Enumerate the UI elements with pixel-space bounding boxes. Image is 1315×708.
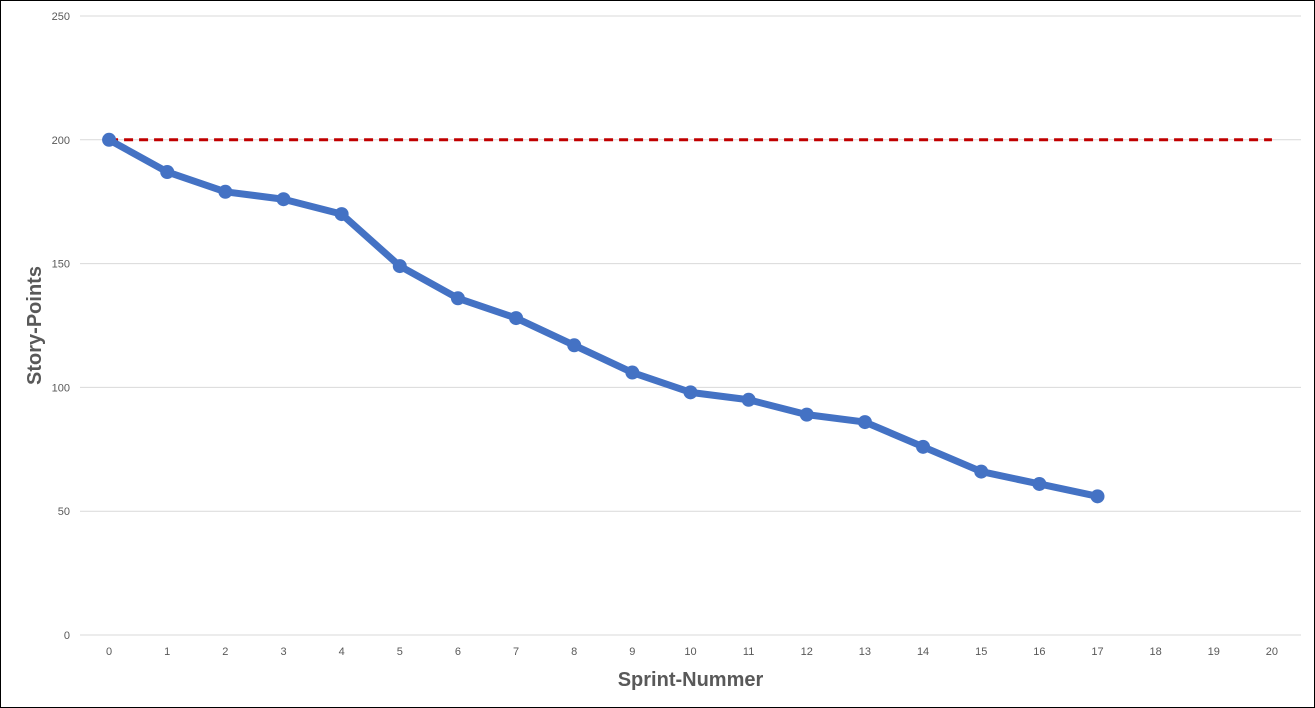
x-tick-label: 2 [222, 646, 228, 658]
x-tick-label: 18 [1150, 646, 1162, 658]
x-axis-title: Sprint-Nummer [618, 669, 764, 691]
x-tick-label: 4 [339, 646, 345, 658]
burndown-line [105, 136, 1101, 500]
y-tick-labels: 0 50 100 150 200 250 [52, 11, 70, 642]
data-point [450, 291, 465, 306]
x-tick-label: 16 [1033, 646, 1045, 658]
data-point [625, 365, 640, 380]
x-tick-label: 3 [280, 646, 286, 658]
x-tick-label: 1 [164, 646, 170, 658]
data-point [392, 259, 407, 274]
data-point [102, 132, 117, 147]
y-tick-label: 100 [52, 382, 70, 394]
x-tick-label: 12 [801, 646, 813, 658]
data-point [857, 415, 872, 430]
x-tick-label: 8 [571, 646, 577, 658]
x-tick-label: 19 [1208, 646, 1220, 658]
x-tick-label: 13 [859, 646, 871, 658]
data-point [799, 407, 814, 422]
y-tick-label: 0 [64, 630, 70, 642]
x-tick-labels: 0 1 2 3 4 5 6 7 8 9 10 11 12 13 14 15 16 17 18 19 20 [106, 646, 1278, 658]
y-tick-label: 200 [52, 135, 70, 147]
series-group [102, 132, 1272, 504]
data-point [334, 207, 349, 222]
x-tick-label: 5 [397, 646, 403, 658]
x-tick-label: 10 [684, 646, 696, 658]
data-point [567, 338, 582, 353]
data-point [1090, 489, 1105, 504]
x-tick-label: 20 [1266, 646, 1278, 658]
x-tick-label: 6 [455, 646, 461, 658]
data-point [509, 311, 524, 326]
data-point [974, 464, 989, 479]
data-point [916, 439, 931, 454]
data-point [741, 392, 756, 407]
y-tick-label: 150 [52, 259, 70, 271]
data-point [683, 385, 698, 400]
x-tick-label: 14 [917, 646, 929, 658]
x-tick-label: 11 [743, 646, 754, 658]
gridlines [80, 15, 1301, 636]
y-axis-title: Story-Points [24, 266, 46, 385]
data-point [1032, 476, 1047, 491]
y-tick-label: 50 [58, 506, 70, 518]
data-point [160, 164, 175, 179]
data-point [218, 184, 233, 199]
x-tick-label: 15 [975, 646, 987, 658]
x-tick-label: 17 [1091, 646, 1103, 658]
x-tick-label: 9 [629, 646, 635, 658]
data-point [276, 192, 291, 207]
x-tick-label: 0 [106, 646, 112, 658]
x-tick-label: 7 [513, 646, 519, 658]
y-tick-label: 250 [52, 11, 70, 23]
